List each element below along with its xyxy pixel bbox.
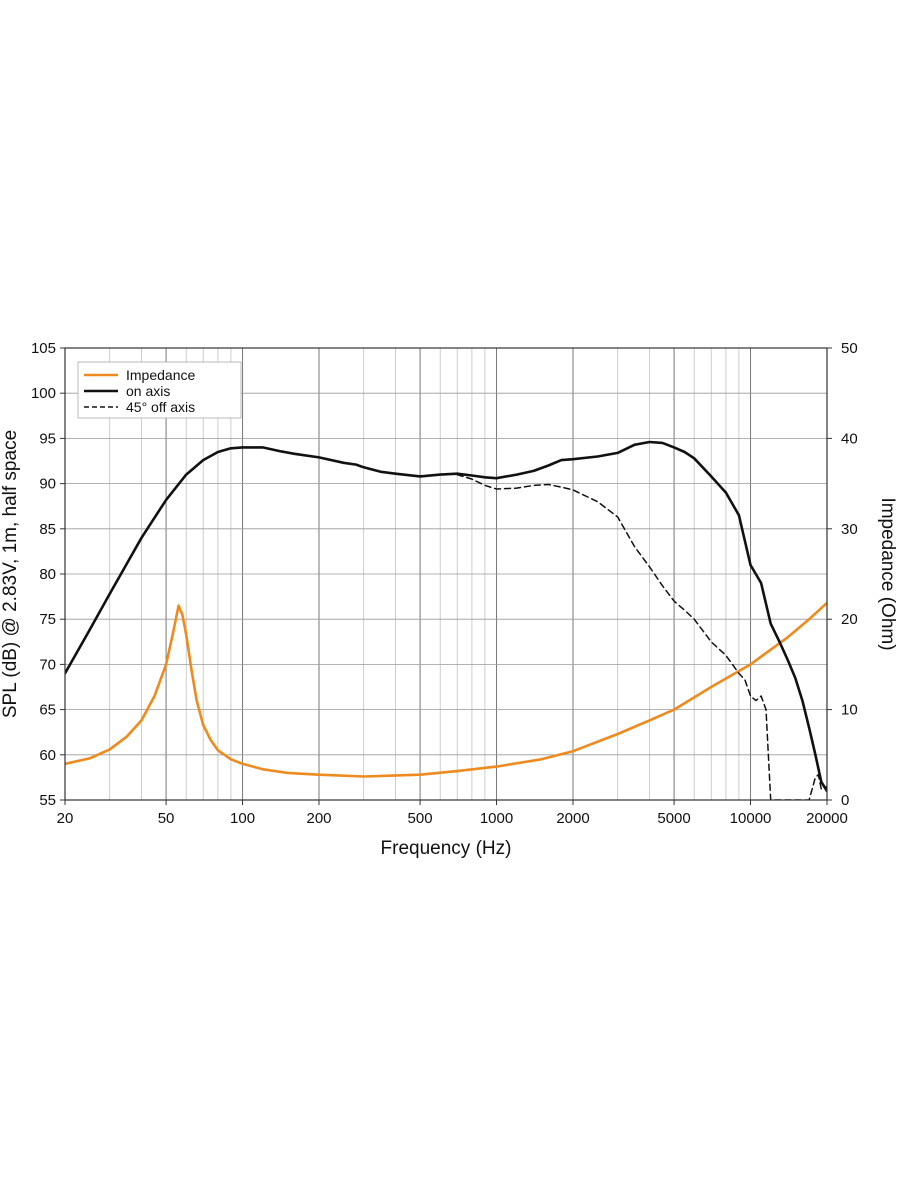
y2-tick-label: 0 [841, 792, 849, 809]
series-line-on-axis [65, 440, 827, 793]
legend: Impedance on axis 45° off axis [77, 361, 242, 419]
x-tick-label: 5000 [657, 810, 690, 827]
y-tick-label: 60 [39, 747, 56, 764]
y-tick-label: 65 [39, 702, 56, 719]
y2-tick-label: 10 [841, 702, 858, 719]
legend-label-off-axis: 45° off axis [126, 399, 195, 415]
y2-tick-label: 20 [841, 611, 858, 628]
data-series [65, 440, 827, 800]
y2-tick-label: 30 [841, 521, 858, 538]
y-axis-title: SPL (dB) @ 2.83V, 1m, half space [0, 430, 21, 718]
x-tick-label: 200 [306, 810, 331, 827]
x-axis-title: Frequency (Hz) [381, 838, 512, 859]
legend-label-on-axis: on axis [126, 383, 170, 399]
x-tick-label: 50 [158, 810, 175, 827]
x-tick-label: 10000 [730, 810, 772, 827]
series-line-45-off-axis [456, 473, 827, 800]
x-tick-label: 2000 [556, 810, 589, 827]
x-tick-label: 1000 [480, 810, 513, 827]
legend-label-impedance: Impedance [126, 367, 195, 383]
y-tick-label: 75 [39, 611, 56, 628]
x-tick-label: 100 [230, 810, 255, 827]
x-tick-label: 20 [57, 810, 74, 827]
y-tick-label: 100 [31, 385, 56, 402]
x-tick-label: 500 [408, 810, 433, 827]
y-tick-label: 55 [39, 792, 56, 809]
y-tick-label: 90 [39, 476, 56, 493]
axis-ticks: 20 50 100 200 500 1000 2000 5000 10000 2000055606… [31, 340, 858, 827]
y2-tick-label: 50 [841, 340, 858, 357]
y-tick-label: 95 [39, 430, 56, 447]
series-line-impedance [65, 601, 827, 778]
y-tick-label: 70 [39, 656, 56, 673]
x-tick-label: 20000 [806, 810, 848, 827]
y2-axis-title: Impedance (Ohm) [877, 497, 898, 650]
y-tick-label: 85 [39, 521, 56, 538]
gridlines [65, 348, 827, 800]
y-tick-label: 80 [39, 566, 56, 583]
y2-tick-label: 40 [841, 430, 858, 447]
y-tick-label: 105 [31, 340, 56, 357]
